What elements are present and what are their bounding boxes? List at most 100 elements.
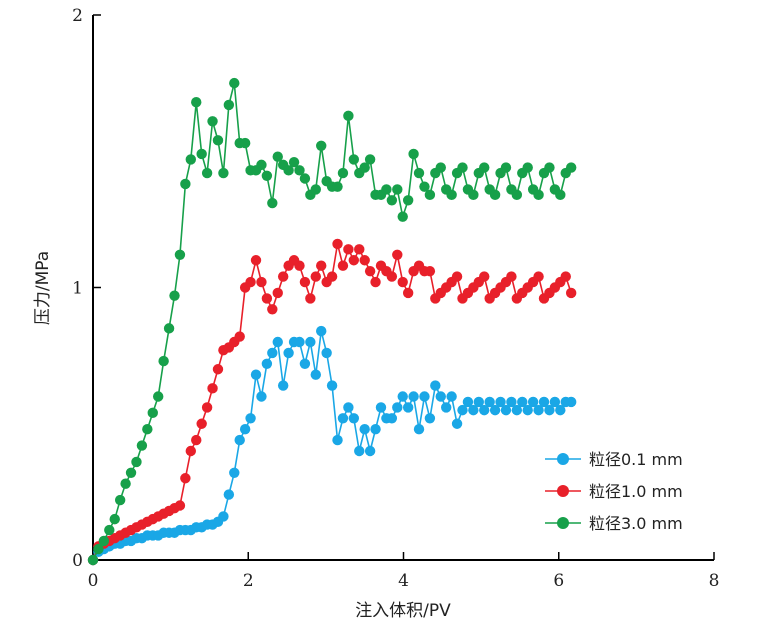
data-point	[310, 271, 321, 282]
data-point	[310, 369, 321, 380]
data-point	[348, 154, 360, 165]
x-axis-title: 注入体积/PV	[355, 601, 451, 621]
data-point	[392, 184, 403, 195]
data-point	[359, 424, 370, 435]
data-point	[408, 391, 419, 402]
data-point	[245, 413, 256, 424]
data-point	[212, 364, 224, 375]
data-point	[364, 265, 376, 277]
data-point	[250, 255, 262, 266]
data-point	[392, 402, 403, 413]
data-point	[261, 358, 273, 369]
data-point	[218, 511, 229, 522]
data-point	[533, 404, 544, 416]
data-point	[397, 276, 408, 288]
data-point	[386, 271, 398, 282]
x-tick-label: 8	[709, 571, 720, 591]
data-point	[473, 396, 484, 408]
data-point	[316, 140, 327, 151]
data-point	[272, 151, 283, 162]
data-point	[392, 249, 403, 260]
data-point	[413, 424, 425, 435]
data-point	[299, 276, 311, 288]
data-point	[343, 110, 354, 122]
data-point	[354, 445, 365, 457]
legend-item: 粒径1.0 mm	[545, 482, 683, 501]
data-point	[332, 434, 343, 446]
data-point	[506, 271, 517, 282]
data-point	[364, 154, 376, 165]
series	[87, 77, 577, 566]
data-point	[500, 162, 512, 173]
data-point	[446, 391, 457, 402]
data-point	[538, 396, 550, 408]
data-point	[212, 135, 224, 146]
data-point	[555, 404, 566, 416]
data-point	[174, 500, 186, 511]
data-point	[517, 396, 528, 408]
data-point	[272, 336, 283, 348]
legend-marker	[557, 485, 569, 497]
data-point	[169, 290, 180, 301]
data-point	[511, 189, 523, 201]
data-point	[267, 197, 278, 209]
series-3	[87, 77, 577, 566]
data-point	[565, 287, 577, 299]
data-point	[98, 535, 110, 547]
data-point	[294, 260, 305, 271]
data-point	[522, 404, 533, 416]
data-point	[419, 181, 430, 192]
data-point	[402, 402, 414, 413]
data-point	[555, 189, 566, 201]
data-point	[207, 383, 218, 394]
legend-label: 粒径1.0 mm	[589, 482, 683, 501]
data-point	[370, 276, 381, 288]
data-point	[408, 148, 419, 160]
data-point	[457, 162, 468, 173]
data-point	[489, 189, 501, 201]
data-point	[500, 404, 512, 416]
data-point	[114, 494, 126, 506]
data-point	[451, 271, 463, 282]
data-point	[277, 271, 289, 282]
data-point	[120, 478, 131, 489]
data-point	[354, 244, 365, 255]
data-point	[321, 347, 332, 359]
data-point	[495, 396, 506, 408]
data-point	[489, 404, 501, 416]
data-point	[419, 391, 430, 402]
data-point	[288, 156, 300, 168]
data-point	[261, 170, 273, 181]
data-point	[87, 554, 99, 566]
data-point	[359, 162, 370, 173]
ticks: 0 2 4 6 8 0 1 2	[72, 6, 719, 591]
data-point	[174, 249, 186, 260]
data-point	[316, 260, 327, 271]
data-point	[479, 271, 490, 282]
legend-item: 粒径3.0 mm	[545, 514, 683, 533]
data-point	[93, 543, 104, 555]
data-point	[424, 265, 436, 277]
data-point	[234, 331, 245, 342]
data-point	[185, 154, 197, 165]
x-tick-label: 4	[398, 571, 409, 591]
data-point	[560, 271, 571, 282]
x-tick-label: 6	[553, 571, 564, 591]
data-point	[299, 173, 311, 184]
y-tick-label: 2	[72, 6, 83, 26]
y-axis-title: 压力/MPa	[33, 251, 53, 325]
data-point	[125, 467, 137, 478]
data-point	[386, 413, 398, 424]
data-point	[549, 396, 561, 408]
data-point	[326, 271, 338, 282]
data-point	[343, 402, 354, 413]
data-point	[245, 276, 256, 288]
data-point	[522, 162, 533, 173]
data-point	[446, 189, 457, 201]
data-point	[305, 336, 316, 348]
data-point	[506, 396, 517, 408]
data-point	[196, 418, 207, 429]
data-point	[332, 181, 343, 192]
data-point	[180, 473, 191, 484]
